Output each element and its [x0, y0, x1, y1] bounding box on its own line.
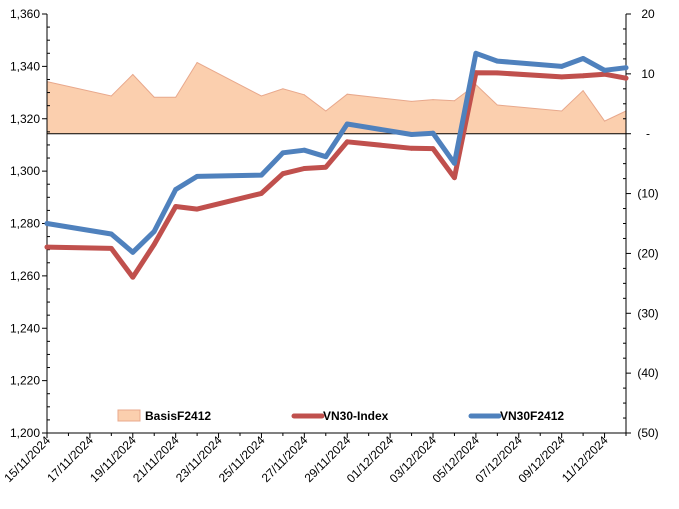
vn30f2412-point-1 — [108, 231, 114, 237]
vn30-index-point-11 — [409, 145, 414, 151]
basis-point-5 — [196, 62, 198, 63]
legend-label-vn30-index: VN30-Index — [323, 409, 389, 423]
left-tick-label-8: 1,360 — [10, 7, 40, 21]
right-tick-label-2: (30) — [637, 306, 658, 320]
basis-point-2 — [132, 74, 134, 75]
right-tick-label-6: 10 — [641, 67, 655, 81]
left-tick-label-7: 1,340 — [10, 59, 40, 73]
vn30-index-point-7 — [280, 171, 286, 177]
right-tick-label-4: (10) — [637, 187, 658, 201]
basis-area-outline — [46, 61, 627, 122]
basis-point-3 — [153, 96, 155, 98]
vn30-index-point-2 — [130, 274, 136, 280]
vn30f2412-point-16 — [559, 64, 565, 69]
left-tick-label-5: 1,300 — [10, 164, 40, 178]
vn30-index-point-0 — [44, 244, 50, 250]
vn30f2412-point-14 — [473, 50, 479, 56]
right-tick-label-0: (50) — [637, 426, 658, 440]
vn30-index-point-9 — [323, 164, 329, 170]
right-tick-label-1: (40) — [637, 366, 658, 380]
basis-point-4 — [175, 96, 177, 98]
basis-point-9 — [325, 110, 327, 112]
vn30f2412-point-18 — [602, 67, 607, 73]
vn30-index-point-15 — [494, 70, 500, 76]
vn30-index-point-8 — [301, 166, 307, 171]
vn30f2412-point-13 — [452, 160, 457, 166]
lines-layer — [44, 50, 629, 280]
legend-label-basis: BasisF2412 — [145, 409, 211, 423]
basis-point-6 — [260, 95, 262, 97]
vn30f2412-line — [44, 50, 629, 255]
basis-point-10 — [346, 93, 348, 95]
vn30-index-point-10 — [344, 139, 350, 145]
basis-point-17 — [582, 90, 584, 92]
basis-point-13 — [453, 100, 455, 102]
left-tick-label-0: 1,200 — [10, 426, 40, 440]
legend-label-vn30f2412: VN30F2412 — [500, 409, 564, 423]
vn30f2412-point-15 — [494, 58, 500, 64]
vn30-index-point-13 — [452, 175, 457, 181]
vn30f2412-point-6 — [259, 172, 264, 178]
right-tick-label-5: - — [646, 127, 650, 141]
left-tick-label-6: 1,320 — [10, 112, 40, 126]
vn30f2412-point-9 — [323, 154, 329, 160]
basis-area-layer — [46, 61, 627, 134]
basis-point-1 — [110, 95, 112, 97]
left-tick-label-3: 1,260 — [10, 269, 40, 283]
vn30-index-point-12 — [430, 146, 436, 152]
legend-swatch-basis — [117, 409, 141, 422]
basis-point-15 — [496, 104, 498, 106]
x-tick-label-12: 09/12/2024 — [515, 433, 568, 486]
vn30-index-point-1 — [108, 246, 114, 251]
basis-point-18 — [604, 120, 606, 122]
vn30f2412-point-2 — [130, 249, 136, 255]
x-tick-label-13: 11/12/2024 — [559, 433, 611, 485]
vn30f2412-point-8 — [301, 147, 307, 153]
vn30-index-point-16 — [559, 74, 565, 80]
right-tick-label-3: (20) — [637, 246, 658, 260]
vn30f2412-point-17 — [580, 56, 586, 61]
basis-point-7 — [282, 88, 284, 90]
vn30f2412-point-11 — [409, 132, 414, 137]
vn30f2412-point-4 — [173, 187, 179, 192]
basis-point-12 — [432, 99, 434, 101]
vn30-index-point-3 — [151, 242, 157, 247]
vn30-index-point-5 — [194, 206, 200, 212]
vn30-index-line — [44, 70, 629, 280]
vn30f2412-point-19 — [623, 65, 629, 71]
vn30-index-point-19 — [623, 75, 629, 81]
vn30f2412-point-5 — [194, 174, 200, 179]
vn30f2412-point-3 — [151, 229, 157, 234]
vn30f2412-point-12 — [430, 130, 436, 136]
vn30-index-point-17 — [580, 73, 586, 79]
vn30-index-point-4 — [173, 204, 179, 209]
vn30f2412-point-10 — [344, 121, 350, 127]
basis-area — [47, 62, 626, 134]
basis-point-8 — [303, 94, 305, 96]
left-tick-label-1: 1,220 — [10, 374, 40, 388]
vn30f2412-point-0 — [44, 221, 50, 226]
vn30f2412-point-7 — [280, 150, 286, 156]
legend: BasisF2412 VN30-Index VN30F2412 — [117, 409, 564, 423]
left-tick-label-2: 1,240 — [10, 321, 40, 335]
basis-point-11 — [411, 100, 413, 102]
right-tick-label-7: 20 — [641, 7, 655, 21]
left-tick-label-4: 1,280 — [10, 217, 40, 231]
vn30-index-point-6 — [259, 191, 264, 196]
basis-point-16 — [561, 110, 563, 112]
vn30-index-point-18 — [602, 71, 607, 77]
